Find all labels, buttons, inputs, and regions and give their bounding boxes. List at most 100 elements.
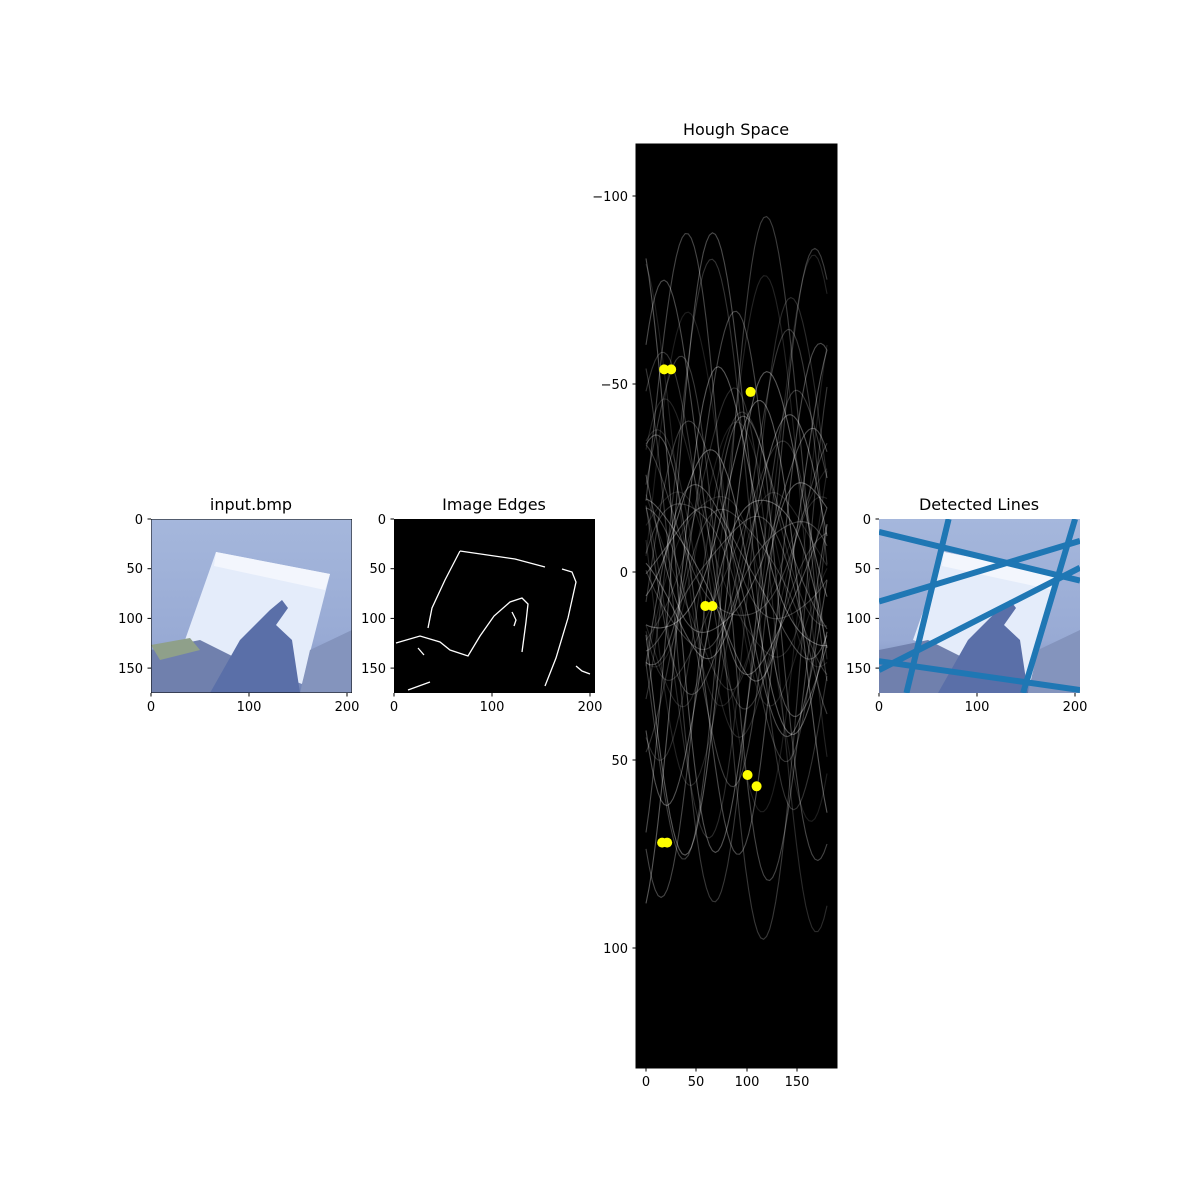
hough-curve bbox=[645, 505, 828, 696]
xtick-label: 0 bbox=[642, 1075, 650, 1090]
ytick-label: 50 bbox=[611, 754, 628, 769]
hough-curve bbox=[645, 371, 828, 856]
ytick-label: 0 bbox=[863, 513, 871, 528]
panel-detected-title: Detected Lines bbox=[919, 495, 1039, 514]
ytick-label: −50 bbox=[601, 378, 628, 393]
hough-curve bbox=[645, 368, 828, 903]
hough-curve bbox=[645, 275, 828, 757]
hough-curve bbox=[645, 366, 828, 904]
hough-curve bbox=[645, 427, 828, 633]
hough-curve bbox=[645, 398, 828, 658]
hough-sinusoids bbox=[645, 215, 828, 940]
detected-line bbox=[879, 529, 1080, 584]
ytick-label: 100 bbox=[361, 612, 386, 627]
xtick-label: 0 bbox=[390, 700, 398, 715]
detected-line bbox=[879, 565, 1080, 673]
hough-curve bbox=[645, 411, 828, 761]
xtick-label: 200 bbox=[1063, 700, 1088, 715]
panel-edges-title: Image Edges bbox=[442, 495, 546, 514]
hough-curve bbox=[645, 515, 828, 715]
ytick-label: 50 bbox=[854, 562, 871, 577]
detected-photo bbox=[879, 519, 1080, 693]
hough-curve bbox=[645, 279, 828, 676]
panel-hough: Hough Space −100 −50 0 50 100 0 50 100 1… bbox=[592, 120, 838, 1090]
hough-accumulator bbox=[636, 144, 837, 1068]
hough-curve bbox=[645, 503, 828, 763]
hough-curve bbox=[645, 440, 828, 681]
hough-curve bbox=[645, 233, 828, 882]
panel-input: input.bmp 0 50 100 150 0 100 200 bbox=[118, 495, 359, 715]
xtick-label: 0 bbox=[147, 700, 155, 715]
ytick-label: 0 bbox=[620, 566, 628, 581]
hough-curve bbox=[645, 508, 828, 753]
xtick-label: 0 bbox=[875, 700, 883, 715]
panel-input-title: input.bmp bbox=[210, 495, 292, 514]
ytick-label: 50 bbox=[126, 562, 143, 577]
hough-peak bbox=[751, 781, 762, 792]
hough-curve bbox=[645, 296, 828, 839]
hough-curve bbox=[645, 254, 828, 691]
xtick-label: 100 bbox=[735, 1075, 760, 1090]
input-photo bbox=[151, 519, 352, 693]
hough-curve bbox=[645, 387, 828, 933]
hough-peak bbox=[707, 601, 718, 611]
hough-peak bbox=[745, 386, 756, 397]
hough-curve bbox=[645, 499, 828, 807]
hough-curve bbox=[645, 414, 828, 660]
hough-curve bbox=[645, 263, 828, 707]
xtick-label: 100 bbox=[965, 700, 990, 715]
hough-curve bbox=[645, 258, 828, 854]
ytick-label: 0 bbox=[378, 513, 386, 528]
hough-peaks bbox=[657, 364, 762, 848]
panel-edges-axes bbox=[390, 518, 591, 697]
hough-peak bbox=[742, 770, 753, 781]
hough-curve bbox=[645, 443, 828, 616]
xtick-label: 200 bbox=[578, 700, 603, 715]
detected-line bbox=[1020, 519, 1078, 693]
xtick-label: 100 bbox=[480, 700, 505, 715]
hough-curve bbox=[645, 496, 828, 822]
ytick-label: 100 bbox=[603, 942, 628, 957]
panel-input-axes bbox=[147, 518, 348, 697]
hough-peak bbox=[666, 364, 677, 375]
hough-curve bbox=[645, 342, 828, 855]
hough-peak bbox=[700, 601, 711, 611]
hough-curve bbox=[645, 215, 828, 860]
panel-edges: Image Edges 0 50 100 1 bbox=[361, 495, 602, 715]
hough-curve bbox=[645, 344, 828, 813]
ytick-label: 150 bbox=[118, 662, 143, 677]
ytick-label: 50 bbox=[369, 562, 386, 577]
ytick-label: 100 bbox=[846, 612, 871, 627]
panel-hough-axes bbox=[632, 195, 798, 1072]
hough-curve bbox=[645, 429, 828, 738]
xtick-label: 100 bbox=[237, 700, 262, 715]
hough-curve bbox=[645, 351, 828, 710]
hough-curve bbox=[645, 506, 828, 738]
edges-image bbox=[394, 519, 595, 693]
ytick-label: 150 bbox=[361, 662, 386, 677]
ytick-label: −100 bbox=[592, 190, 628, 205]
hough-curve bbox=[645, 421, 828, 668]
hough-curve bbox=[645, 310, 828, 862]
hough-curve bbox=[645, 449, 828, 735]
hough-curve bbox=[645, 415, 828, 899]
hough-peak bbox=[662, 837, 673, 848]
ytick-label: 100 bbox=[118, 612, 143, 627]
ytick-label: 150 bbox=[846, 662, 871, 677]
detected-line-group bbox=[879, 519, 1080, 693]
hough-curve bbox=[645, 492, 828, 787]
hough-curve bbox=[645, 311, 828, 707]
hough-curve bbox=[645, 232, 828, 833]
panel-detected: Detected Lines 0 50 100 150 0 100 200 bbox=[846, 495, 1087, 715]
detected-line bbox=[903, 519, 952, 693]
hough-curve bbox=[645, 420, 828, 620]
hough-peak bbox=[659, 364, 670, 375]
hough-curve bbox=[645, 349, 828, 682]
ytick-label: 0 bbox=[135, 513, 143, 528]
xtick-label: 200 bbox=[335, 700, 360, 715]
hough-curve bbox=[645, 355, 828, 940]
hough-curve bbox=[645, 328, 828, 651]
hough-curve bbox=[645, 484, 828, 664]
hough-curve bbox=[645, 247, 828, 788]
